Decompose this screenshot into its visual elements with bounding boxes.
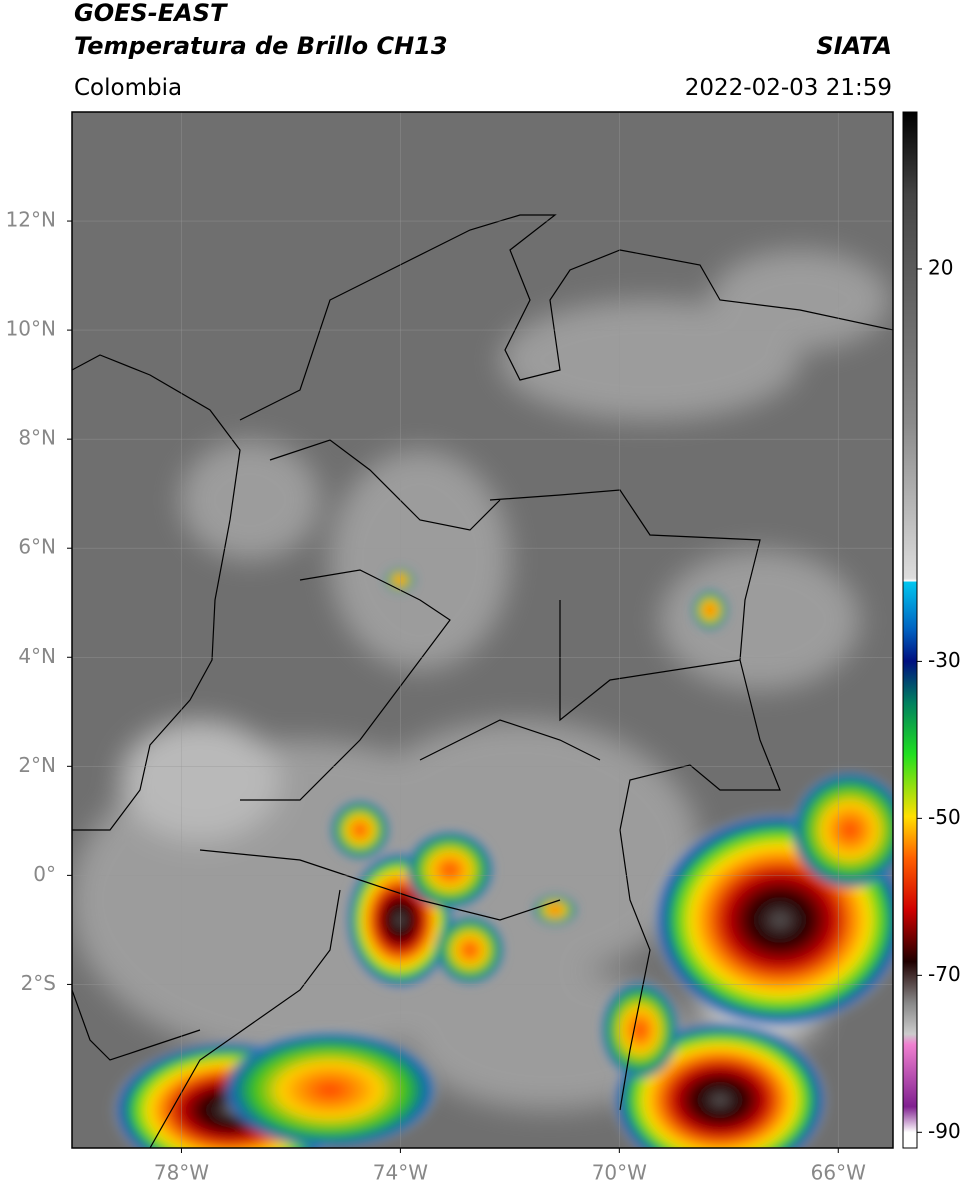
source: SIATA bbox=[816, 32, 892, 60]
x-tick-label: 70°W bbox=[592, 1161, 647, 1185]
colorbar-tick-label: -50 bbox=[928, 805, 961, 829]
y-tick-label: 8°N bbox=[18, 426, 56, 450]
y-tick-label: 10°N bbox=[6, 317, 56, 341]
y-tick-label: 2°N bbox=[18, 753, 56, 777]
y-tick-label: 12°N bbox=[6, 208, 56, 232]
colorbar-tick-label: -90 bbox=[928, 1119, 961, 1143]
x-tick-label: 74°W bbox=[373, 1161, 428, 1185]
region: Colombia bbox=[74, 75, 182, 101]
subtitle: Temperatura de Brillo CH13 bbox=[74, 32, 448, 60]
colorbar-tick-label: -70 bbox=[928, 962, 961, 986]
satellite-image bbox=[72, 112, 893, 1148]
colorbar-tick-label: -30 bbox=[928, 648, 961, 672]
colorbar bbox=[902, 111, 918, 1149]
colorbar-tick-label: 20 bbox=[928, 255, 953, 279]
datetime: 2022-02-03 21:59 bbox=[685, 75, 892, 101]
map-frame bbox=[71, 111, 894, 1149]
x-tick-label: 78°W bbox=[154, 1161, 209, 1185]
y-tick-label: 4°N bbox=[18, 644, 56, 668]
title: GOES-EAST bbox=[74, 0, 228, 27]
y-tick-label: 6°N bbox=[18, 535, 56, 559]
y-tick-label: 2°S bbox=[21, 971, 56, 995]
x-tick-label: 66°W bbox=[811, 1161, 866, 1185]
y-tick-label: 0° bbox=[33, 862, 56, 886]
